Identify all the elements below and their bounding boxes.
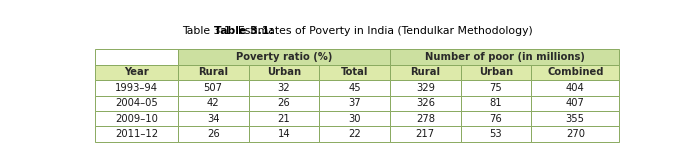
Text: 507: 507 [204,83,222,93]
Text: Table 3.1:: Table 3.1: [214,26,273,36]
Bar [249,80,319,96]
Bar [461,65,531,80]
Bar [249,111,319,126]
Text: 26: 26 [207,129,220,139]
Text: Rural: Rural [411,67,441,77]
Bar [390,65,461,80]
Text: 1993–94: 1993–94 [115,83,158,93]
Bar [319,80,390,96]
Bar [461,96,531,111]
Bar [95,96,178,111]
Bar [390,49,619,65]
Text: 14: 14 [277,129,290,139]
Bar [95,126,178,142]
Bar [461,111,531,126]
Bar [390,96,461,111]
Text: Total: Total [341,67,368,77]
Text: 37: 37 [348,98,361,108]
Bar [249,126,319,142]
Bar [95,49,178,65]
Bar [531,65,619,80]
Bar [390,80,461,96]
Text: 270: 270 [566,129,585,139]
Text: Combined: Combined [547,67,604,77]
Bar [390,126,461,142]
Text: 53: 53 [490,129,503,139]
Text: 26: 26 [277,98,290,108]
Bar [319,111,390,126]
Text: 329: 329 [416,83,435,93]
Text: 2011–12: 2011–12 [115,129,158,139]
Bar [461,80,531,96]
Bar [249,96,319,111]
Bar [319,126,390,142]
Bar [531,111,619,126]
Text: 75: 75 [489,83,503,93]
Bar [531,126,619,142]
Bar [178,96,249,111]
Bar [178,65,249,80]
Bar [178,80,249,96]
Bar [178,49,390,65]
Bar [531,96,619,111]
Bar [178,126,249,142]
Text: 326: 326 [416,98,435,108]
Bar [461,126,531,142]
Text: 355: 355 [566,114,585,124]
Text: 42: 42 [207,98,220,108]
Text: 45: 45 [348,83,361,93]
Text: Urban: Urban [267,67,301,77]
Text: 22: 22 [348,129,361,139]
Bar [95,65,178,80]
Text: Number of poor (in millions): Number of poor (in millions) [424,52,585,62]
Text: 2004–05: 2004–05 [115,98,158,108]
Text: 76: 76 [489,114,503,124]
Text: Poverty ratio (%): Poverty ratio (%) [236,52,332,62]
Text: Table 3.1: Estimates of Poverty in India (Tendulkar Methodology): Table 3.1: Estimates of Poverty in India… [182,26,533,36]
Bar [249,65,319,80]
Text: 217: 217 [415,129,435,139]
Text: 21: 21 [277,114,290,124]
Text: Year: Year [124,67,149,77]
Text: 2009–10: 2009–10 [115,114,158,124]
Bar [178,111,249,126]
Bar [95,80,178,96]
Bar [531,80,619,96]
Text: 34: 34 [207,114,220,124]
Text: 81: 81 [490,98,503,108]
Text: Urban: Urban [479,67,513,77]
Text: 278: 278 [416,114,435,124]
Text: 407: 407 [566,98,585,108]
Text: 404: 404 [566,83,585,93]
Bar [390,111,461,126]
Bar [319,65,390,80]
Text: Rural: Rural [198,67,228,77]
Text: 32: 32 [277,83,290,93]
Bar [95,111,178,126]
Text: 30: 30 [348,114,361,124]
Bar [319,96,390,111]
